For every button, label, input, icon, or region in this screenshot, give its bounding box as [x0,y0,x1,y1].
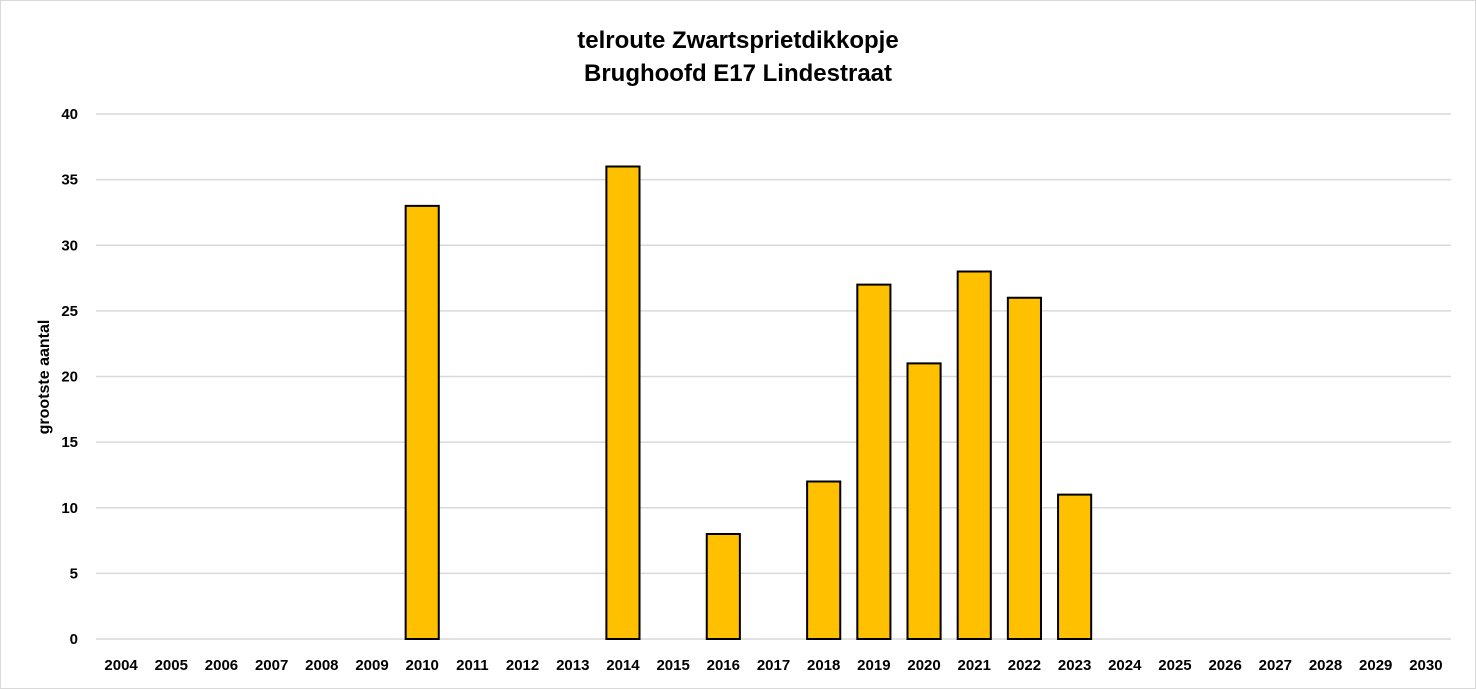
x-tick-label: 2015 [656,657,689,674]
y-tick-label: 40 [61,106,78,123]
x-tick-label: 2006 [205,657,238,674]
x-tick-label: 2025 [1158,657,1191,674]
x-tick-label: 2029 [1359,657,1392,674]
x-tick-label: 2007 [255,657,288,674]
y-tick-label: 15 [61,434,78,451]
x-tick-label: 2018 [807,657,840,674]
x-tick-label: 2028 [1309,657,1342,674]
x-tick-label: 2024 [1108,657,1142,674]
bar-2014 [605,165,641,640]
bar-2022 [1006,296,1042,640]
chart-title-line-2: Brughoofd E17 Lindestraat [584,60,892,87]
bar-2010 [404,204,440,640]
x-tick-label: 2005 [155,657,188,674]
bar-2016 [705,533,741,640]
bar-2020 [906,362,942,640]
bar-2018 [806,480,842,640]
x-tick-label: 2023 [1058,657,1091,674]
chart-title-line-1: telroute Zwartsprietdikkopje [577,27,898,54]
x-tick-label: 2008 [305,657,338,674]
x-tick-label: 2022 [1008,657,1041,674]
x-tick-label: 2026 [1208,657,1241,674]
y-axis-ticks: 0 5 10 15 20 25 30 35 40 [61,106,78,648]
x-axis-ticks: 2004 2005 2006 2007 2008 2009 2010 2011 2012 2013… [104,657,1442,674]
y-tick-label: 10 [61,500,78,517]
y-axis-label: grootste aantal [36,320,53,435]
x-tick-label: 2020 [907,657,940,674]
bar-2023 [1057,493,1093,640]
x-tick-label: 2019 [857,657,890,674]
x-tick-label: 2027 [1259,657,1292,674]
bars [404,165,1093,640]
gridlines [96,113,1451,640]
x-tick-label: 2011 [456,657,489,674]
bar-2021 [956,270,992,640]
y-tick-label: 0 [70,631,78,648]
x-tick-label: 2021 [958,657,991,674]
chart-title: telroute Zwartsprietdikkopje Brughoofd E… [577,27,898,87]
x-tick-label: 2013 [556,657,589,674]
x-tick-label: 2004 [104,657,138,674]
x-tick-label: 2012 [506,657,539,674]
y-tick-label: 25 [61,303,78,320]
x-tick-label: 2016 [707,657,740,674]
y-tick-label: 35 [61,172,78,189]
x-tick-label: 2030 [1409,657,1442,674]
x-tick-label: 2010 [406,657,439,674]
bar-2019 [856,283,892,640]
x-tick-label: 2017 [757,657,790,674]
y-tick-label: 20 [61,369,78,386]
y-tick-label: 5 [70,565,78,582]
y-tick-label: 30 [61,237,78,254]
x-tick-label: 2009 [355,657,388,674]
x-tick-label: 2014 [606,657,640,674]
